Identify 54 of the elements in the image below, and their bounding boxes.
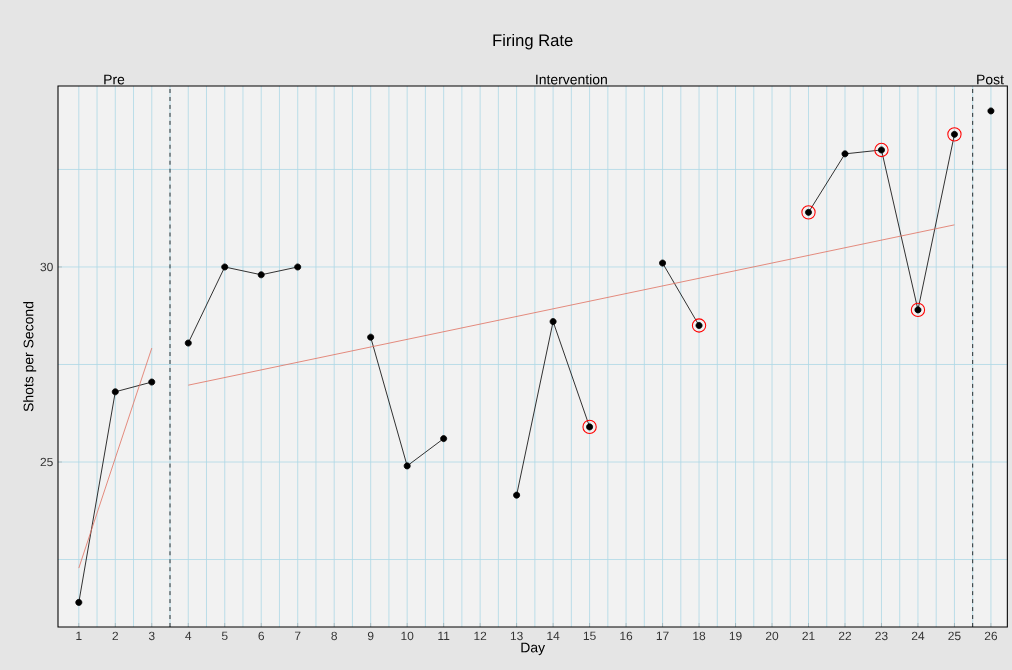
x-tick-label: 1 xyxy=(76,631,82,640)
x-tick-label: 5 xyxy=(221,631,228,641)
x-tick-label: 13 xyxy=(510,631,523,641)
y-axis-title: Shots per Second xyxy=(23,301,37,412)
point xyxy=(659,259,667,267)
point xyxy=(691,318,707,333)
x-tick-label: 4 xyxy=(185,631,192,640)
point xyxy=(582,419,597,435)
point xyxy=(111,388,119,396)
point xyxy=(221,263,229,271)
x-tick-label: 18 xyxy=(693,631,706,641)
point xyxy=(549,318,557,326)
x-tick-label: 14 xyxy=(547,631,560,640)
x-tick-label: 23 xyxy=(875,631,888,641)
x-axis-title: Day xyxy=(521,642,546,656)
point xyxy=(440,435,448,443)
x-tick-label: 2 xyxy=(112,631,118,641)
point xyxy=(403,462,411,470)
x-tick-label: 26 xyxy=(984,631,998,641)
x-tick-label: 9 xyxy=(367,631,374,641)
x-tick-label: 17 xyxy=(656,631,669,640)
x-tick-label: 7 xyxy=(294,631,301,640)
x-tick-label: 20 xyxy=(765,631,779,641)
y-tick-label: 30 xyxy=(40,262,53,272)
point xyxy=(947,127,962,142)
x-tick-label: 8 xyxy=(331,631,337,641)
point xyxy=(257,271,265,279)
x-tick-label: 25 xyxy=(948,631,961,641)
text: Post xyxy=(977,74,1004,85)
point xyxy=(874,142,889,158)
x-tick-label: 11 xyxy=(438,631,450,640)
x-tick-label: 24 xyxy=(911,631,925,641)
point xyxy=(367,333,375,341)
x-tick-label: 21 xyxy=(802,631,815,641)
point xyxy=(910,302,926,318)
x-tick-label: 19 xyxy=(729,631,742,641)
x-tick-label: 12 xyxy=(474,631,487,641)
point xyxy=(801,205,816,220)
x-tick-label: 6 xyxy=(258,631,265,641)
point xyxy=(294,263,302,271)
point xyxy=(513,491,521,499)
x-tick-label: 3 xyxy=(148,631,155,641)
text: Intervention xyxy=(536,74,607,85)
x-tick-label: 10 xyxy=(401,631,414,641)
x-tick-label: 22 xyxy=(838,631,852,641)
point xyxy=(184,339,192,347)
chart-title: Firing Rate xyxy=(493,33,573,50)
x-tick-label: 15 xyxy=(583,631,596,641)
point xyxy=(148,378,156,386)
point xyxy=(987,107,995,115)
point xyxy=(841,150,849,158)
text: Pre xyxy=(104,74,125,85)
point xyxy=(75,598,83,606)
x-tick-label: 16 xyxy=(620,631,633,641)
